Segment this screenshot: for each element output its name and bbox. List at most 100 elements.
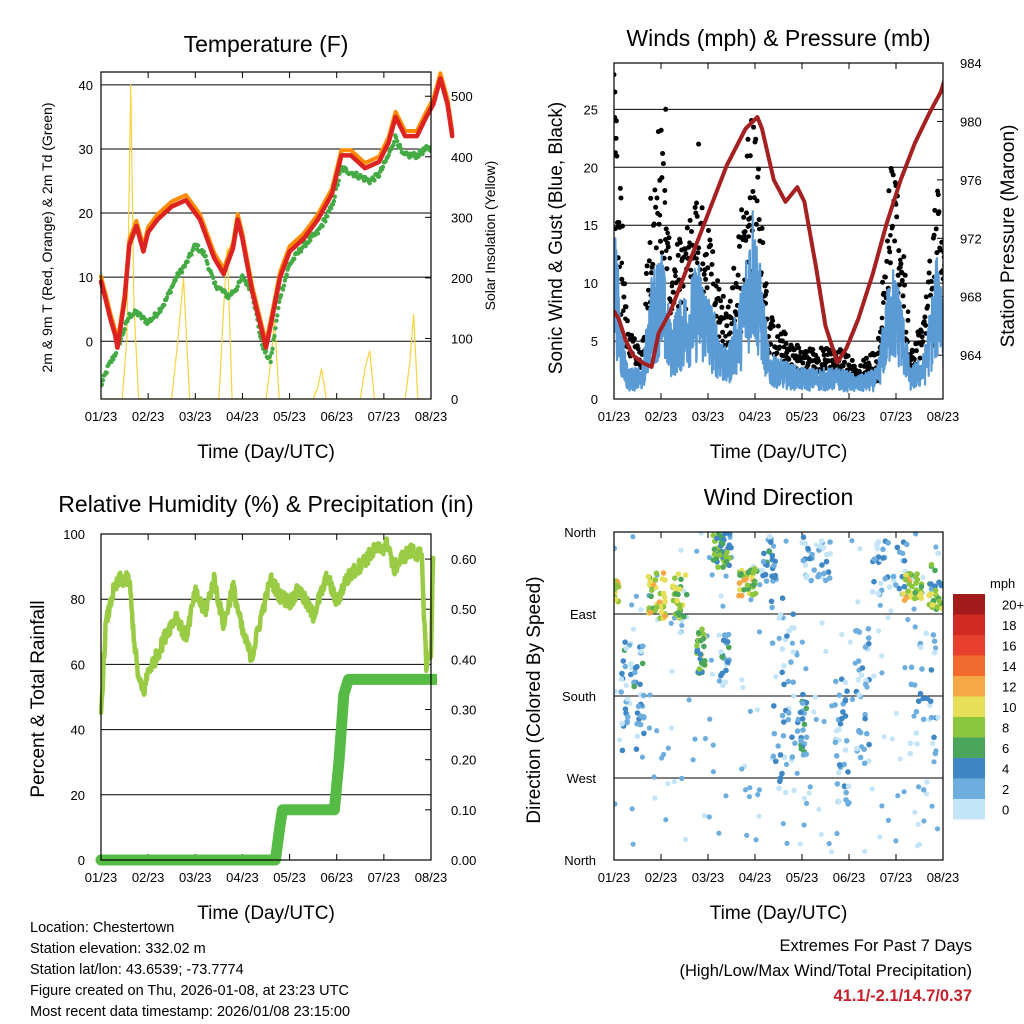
gust-point xyxy=(683,251,689,257)
dewpoint-point xyxy=(284,272,289,277)
direction-point xyxy=(790,611,796,617)
direction-point xyxy=(933,544,939,550)
x-tick-label-4-2: 03/23 xyxy=(692,870,725,885)
direction-point xyxy=(694,642,700,649)
dewpoint-point xyxy=(168,290,173,295)
direction-point xyxy=(901,558,908,564)
dewpoint-point xyxy=(278,293,284,298)
dewpoint-point xyxy=(448,145,452,149)
gust-point xyxy=(713,300,718,306)
gust-point xyxy=(658,238,663,244)
x-tick-label-4-5: 06/23 xyxy=(833,870,866,885)
direction-point xyxy=(675,571,682,577)
direction-point xyxy=(803,574,809,581)
rh-y2-tick-label-0: 0.00 xyxy=(451,853,476,868)
direction-point xyxy=(780,733,787,739)
x-tick-label-1-6: 07/23 xyxy=(368,409,401,424)
direction-point xyxy=(855,676,861,683)
direction-point xyxy=(885,540,891,546)
direction-point xyxy=(843,797,849,803)
gust-point xyxy=(745,136,751,142)
direction-point xyxy=(619,747,626,754)
direction-point xyxy=(818,831,824,838)
direction-point xyxy=(744,832,750,838)
dewpoint-point xyxy=(298,249,304,254)
x-axis-label-3: Time (Day/UTC) xyxy=(197,903,335,924)
direction-point xyxy=(769,640,776,646)
gust-point xyxy=(720,338,725,344)
direction-point xyxy=(628,661,634,667)
gust-point xyxy=(618,195,624,201)
direction-point xyxy=(849,538,855,544)
direction-point xyxy=(771,562,777,569)
gust-point xyxy=(730,285,736,291)
gust-point xyxy=(622,281,628,287)
direction-point xyxy=(614,545,617,551)
direction-point xyxy=(798,746,805,752)
direction-point xyxy=(904,541,910,548)
direction-point xyxy=(920,695,926,702)
direction-point xyxy=(632,669,638,676)
dewpoint-point xyxy=(343,166,349,171)
direction-point xyxy=(678,547,684,553)
rh-y-tick-label-2: 40 xyxy=(71,723,85,738)
direction-point xyxy=(874,542,880,548)
gust-point xyxy=(747,195,753,201)
dewpoint-point xyxy=(189,252,194,257)
gust-point xyxy=(881,300,886,305)
gust-point xyxy=(944,345,949,350)
direction-point xyxy=(893,838,899,844)
solar-insolation-line xyxy=(101,84,431,399)
gust-point xyxy=(675,252,681,258)
direction-point xyxy=(779,646,786,652)
dewpoint-point xyxy=(445,149,449,153)
dewpoint-point xyxy=(280,287,286,292)
extremes-title: Extremes For Past 7 Days xyxy=(779,937,972,955)
direction-point xyxy=(769,552,776,559)
direction-point xyxy=(772,558,778,565)
direction-point xyxy=(700,635,707,642)
direction-point xyxy=(665,745,671,751)
direction-point xyxy=(614,801,618,807)
direction-point xyxy=(934,826,941,832)
dewpoint-point xyxy=(271,337,276,342)
gust-point xyxy=(665,244,671,250)
direction-point xyxy=(752,567,758,574)
direction-point xyxy=(781,719,787,725)
direction-point xyxy=(723,573,729,579)
temp-y2-tick-label-3: 300 xyxy=(451,210,473,225)
direction-point xyxy=(706,814,712,820)
gust-point xyxy=(734,312,740,318)
x-tick-label-1-7: 08/23 xyxy=(415,409,448,424)
gust-point xyxy=(619,260,625,266)
direction-point xyxy=(775,743,781,749)
gust-point xyxy=(667,255,673,261)
direction-point xyxy=(923,630,929,637)
direction-point xyxy=(857,754,864,761)
gust-point xyxy=(774,350,780,356)
direction-point xyxy=(823,558,830,565)
gust-point xyxy=(951,350,956,355)
direction-point xyxy=(633,746,640,752)
dewpoint-point xyxy=(113,351,119,356)
gust-point xyxy=(941,249,943,255)
direction-point xyxy=(672,575,678,581)
direction-point xyxy=(800,727,806,733)
gust-point xyxy=(890,172,896,178)
direction-point xyxy=(802,562,809,568)
x-tick-label-2-3: 04/23 xyxy=(739,409,772,424)
gust-point xyxy=(646,287,651,293)
x-tick-label-1-1: 02/23 xyxy=(132,409,165,424)
direction-point xyxy=(856,692,862,698)
direction-point xyxy=(632,665,639,671)
direction-point xyxy=(750,582,757,588)
latlon-text: Station lat/lon: 43.6539; -73.7774 xyxy=(30,962,244,978)
dewpoint-point xyxy=(182,264,188,269)
direction-point xyxy=(797,841,803,847)
gust-point xyxy=(696,141,702,147)
gust-point xyxy=(705,265,711,271)
direction-point xyxy=(659,755,665,761)
direction-point xyxy=(932,587,939,594)
gust-point xyxy=(896,248,902,254)
gust-point xyxy=(946,300,951,305)
